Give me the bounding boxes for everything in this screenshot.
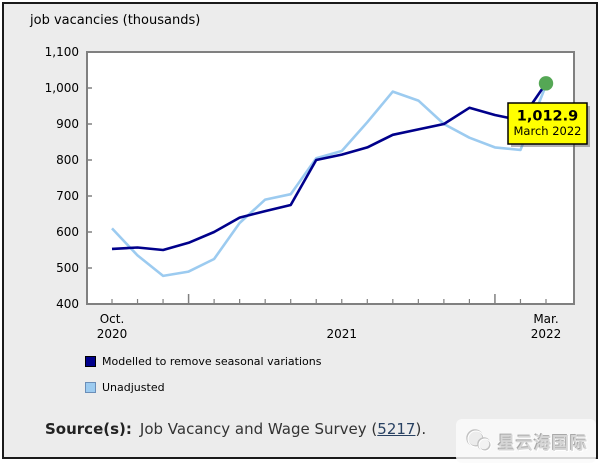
legend-item-unadjusted: Unadjusted bbox=[85, 381, 321, 394]
legend-label-modelled: Modelled to remove seasonal variations bbox=[102, 355, 322, 368]
x-axis-label: 2020 bbox=[97, 327, 128, 341]
y-axis-label: 400 bbox=[56, 297, 79, 311]
y-axis-label: 1,100 bbox=[45, 45, 79, 59]
x-axis-label: Mar. bbox=[533, 312, 558, 326]
watermark: 星云海国际 bbox=[456, 419, 596, 463]
legend: Modelled to remove seasonal variations U… bbox=[85, 355, 321, 407]
y-axis-label: 500 bbox=[56, 261, 79, 275]
watermark-text: 星云海国际 bbox=[498, 433, 588, 454]
x-axis-label: 2021 bbox=[326, 327, 357, 341]
x-axis-label: 2022 bbox=[531, 327, 562, 341]
legend-swatch-modelled bbox=[85, 356, 96, 367]
callout-value: 1,012.9 bbox=[517, 109, 578, 125]
y-axis-label: 600 bbox=[56, 225, 79, 239]
callout-date: March 2022 bbox=[514, 124, 582, 138]
series-line-unadjusted bbox=[111, 84, 548, 278]
legend-item-modelled: Modelled to remove seasonal variations bbox=[85, 355, 321, 368]
source-suffix: ). bbox=[415, 420, 427, 438]
end-marker-dot bbox=[538, 76, 554, 91]
legend-label-unadjusted: Unadjusted bbox=[102, 381, 165, 394]
y-axis-label: 1,000 bbox=[45, 81, 79, 95]
source-label: Source(s): bbox=[45, 420, 132, 438]
legend-swatch-unadjusted bbox=[85, 382, 96, 393]
plot-area bbox=[86, 51, 575, 305]
y-axis-label: 700 bbox=[56, 189, 79, 203]
source-line: Source(s): Job Vacancy and Wage Survey (5… bbox=[45, 420, 426, 438]
y-axis-label: 800 bbox=[56, 153, 79, 167]
watermark-logo-icon bbox=[466, 429, 492, 452]
series-line-modelled bbox=[111, 82, 548, 252]
chart-title: job vacancies (thousands) bbox=[30, 13, 201, 28]
source-text: Job Vacancy and Wage Survey ( bbox=[139, 420, 378, 438]
source-link-5217[interactable]: 5217 bbox=[377, 420, 416, 438]
x-axis-label: Oct. bbox=[100, 312, 125, 326]
callout-box bbox=[507, 102, 588, 145]
y-axis-label: 900 bbox=[56, 117, 79, 131]
